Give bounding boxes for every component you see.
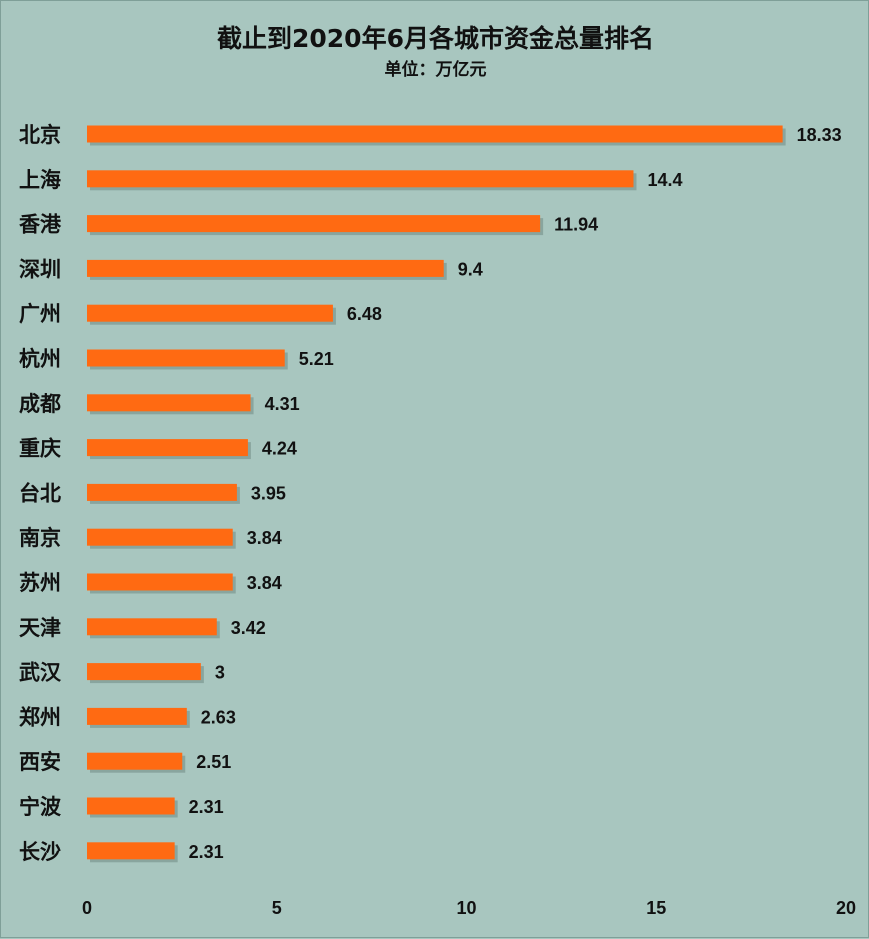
bar [87, 752, 183, 770]
bar [87, 707, 187, 725]
value-label: 6.48 [347, 304, 382, 324]
value-label: 3.84 [247, 528, 282, 548]
category-label: 香港 [19, 213, 62, 237]
category-label: 深圳 [19, 257, 61, 281]
category-label: 成都 [19, 392, 61, 416]
category-label: 宁波 [19, 795, 62, 819]
category-label: 武汉 [19, 661, 62, 685]
value-label: 14.4 [647, 170, 682, 190]
bar [87, 618, 217, 636]
category-label: 北京 [19, 123, 61, 147]
bar [87, 797, 175, 815]
value-label: 2.51 [196, 752, 231, 772]
x-tick-label: 20 [836, 898, 856, 918]
category-label: 上海 [19, 168, 61, 192]
bar [87, 528, 233, 546]
bar [87, 663, 201, 681]
x-tick-label: 10 [456, 898, 476, 918]
value-label: 4.24 [262, 439, 297, 459]
bar [87, 349, 285, 367]
value-label: 3.95 [251, 483, 286, 503]
value-label: 3.84 [247, 573, 282, 593]
value-label: 3.42 [231, 618, 266, 638]
value-label: 18.33 [797, 125, 842, 145]
category-label: 杭州 [19, 347, 61, 371]
chart-title: 截止到2020年6月各城市资金总量排名 [217, 24, 654, 53]
bar [87, 259, 444, 277]
value-label: 9.4 [458, 259, 483, 279]
category-label: 广州 [19, 302, 61, 326]
category-label: 郑州 [19, 705, 61, 729]
category-label: 南京 [19, 526, 61, 550]
bar [87, 125, 783, 143]
value-label: 2.31 [189, 842, 224, 862]
category-label: 长沙 [19, 840, 61, 864]
chart-subtitle: 单位：万亿元 [384, 60, 487, 80]
bar [87, 304, 333, 322]
x-tick-label: 5 [272, 898, 282, 918]
value-label: 2.31 [189, 797, 224, 817]
value-label: 3 [215, 663, 225, 683]
bar [87, 394, 251, 412]
x-tick-label: 0 [82, 898, 92, 918]
category-label: 苏州 [19, 571, 61, 595]
bar [87, 170, 634, 188]
bar [87, 573, 233, 591]
category-label: 天津 [19, 616, 61, 640]
value-label: 5.21 [299, 349, 334, 369]
bar [87, 215, 541, 233]
bar [87, 842, 175, 860]
category-label: 重庆 [19, 437, 61, 461]
x-tick-label: 15 [646, 898, 666, 918]
category-label: 台北 [19, 481, 61, 505]
value-label: 4.31 [265, 394, 300, 414]
value-label: 2.63 [201, 707, 236, 727]
bar [87, 483, 237, 501]
bar [87, 439, 248, 457]
category-label: 西安 [19, 750, 61, 774]
value-label: 11.94 [554, 215, 598, 235]
